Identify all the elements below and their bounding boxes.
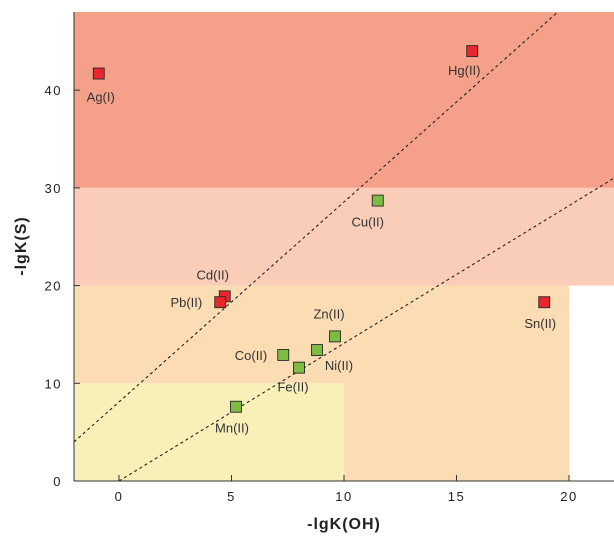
y-tick-label: 40 — [45, 83, 62, 98]
point-cuii — [371, 194, 384, 207]
point-label-niii: Ni(II) — [325, 358, 353, 373]
x-tick-label: 10 — [335, 489, 352, 504]
y-axis-title: -lgK(S) — [13, 216, 30, 275]
point-label-znii: Zn(II) — [313, 306, 344, 321]
point-niii — [311, 344, 323, 357]
point-label-mnii: Mn(II) — [215, 421, 249, 436]
region-3 — [74, 383, 344, 481]
point-coii — [277, 349, 290, 361]
point-label-cdii: Cd(II) — [197, 267, 230, 282]
region-0 — [74, 12, 614, 188]
point-label-feii: Fe(II) — [277, 380, 308, 395]
point-znii — [329, 330, 341, 343]
data-points: Ag(I) Hg(II) Cd(II) Pb(II) Sn(II) Cu(II) Zn(II… — [87, 45, 556, 436]
region-1 — [74, 187, 614, 286]
point-label-pbii: Pb(II) — [170, 295, 202, 310]
point-label-hgii: Hg(II) — [448, 63, 481, 78]
y-tick-label: 20 — [45, 279, 62, 294]
x-tick-label: 15 — [448, 489, 465, 504]
point-mnii — [230, 400, 242, 413]
point-hgii — [466, 45, 479, 58]
point-label-coii: Co(II) — [235, 348, 268, 363]
point-pbii — [214, 296, 227, 309]
reference-lines — [74, 12, 614, 481]
region-4 — [344, 383, 569, 481]
y-tick-label: 0 — [53, 474, 62, 489]
point-label-agi: Ag(I) — [87, 90, 115, 105]
y-tick-label: 30 — [45, 181, 62, 196]
x-tick-label: 20 — [560, 489, 577, 504]
x-tick-label: 0 — [115, 489, 124, 504]
point-agi — [92, 67, 105, 80]
background-regions — [74, 12, 614, 481]
dashed-line-1 — [118, 177, 614, 481]
point-label-snii: Sn(II) — [524, 316, 556, 331]
y-ticks: 0 10 20 30 40 — [45, 83, 80, 489]
point-feii — [293, 361, 305, 374]
point-label-cuii: Cu(II) — [352, 215, 385, 230]
point-snii — [538, 296, 551, 309]
region-2 — [74, 285, 569, 384]
x-tick-label: 5 — [227, 489, 236, 504]
y-tick-label: 10 — [45, 376, 62, 391]
x-axis-title: -lgK(OH) — [307, 516, 381, 533]
x-ticks: 0 5 10 15 20 — [115, 475, 577, 504]
